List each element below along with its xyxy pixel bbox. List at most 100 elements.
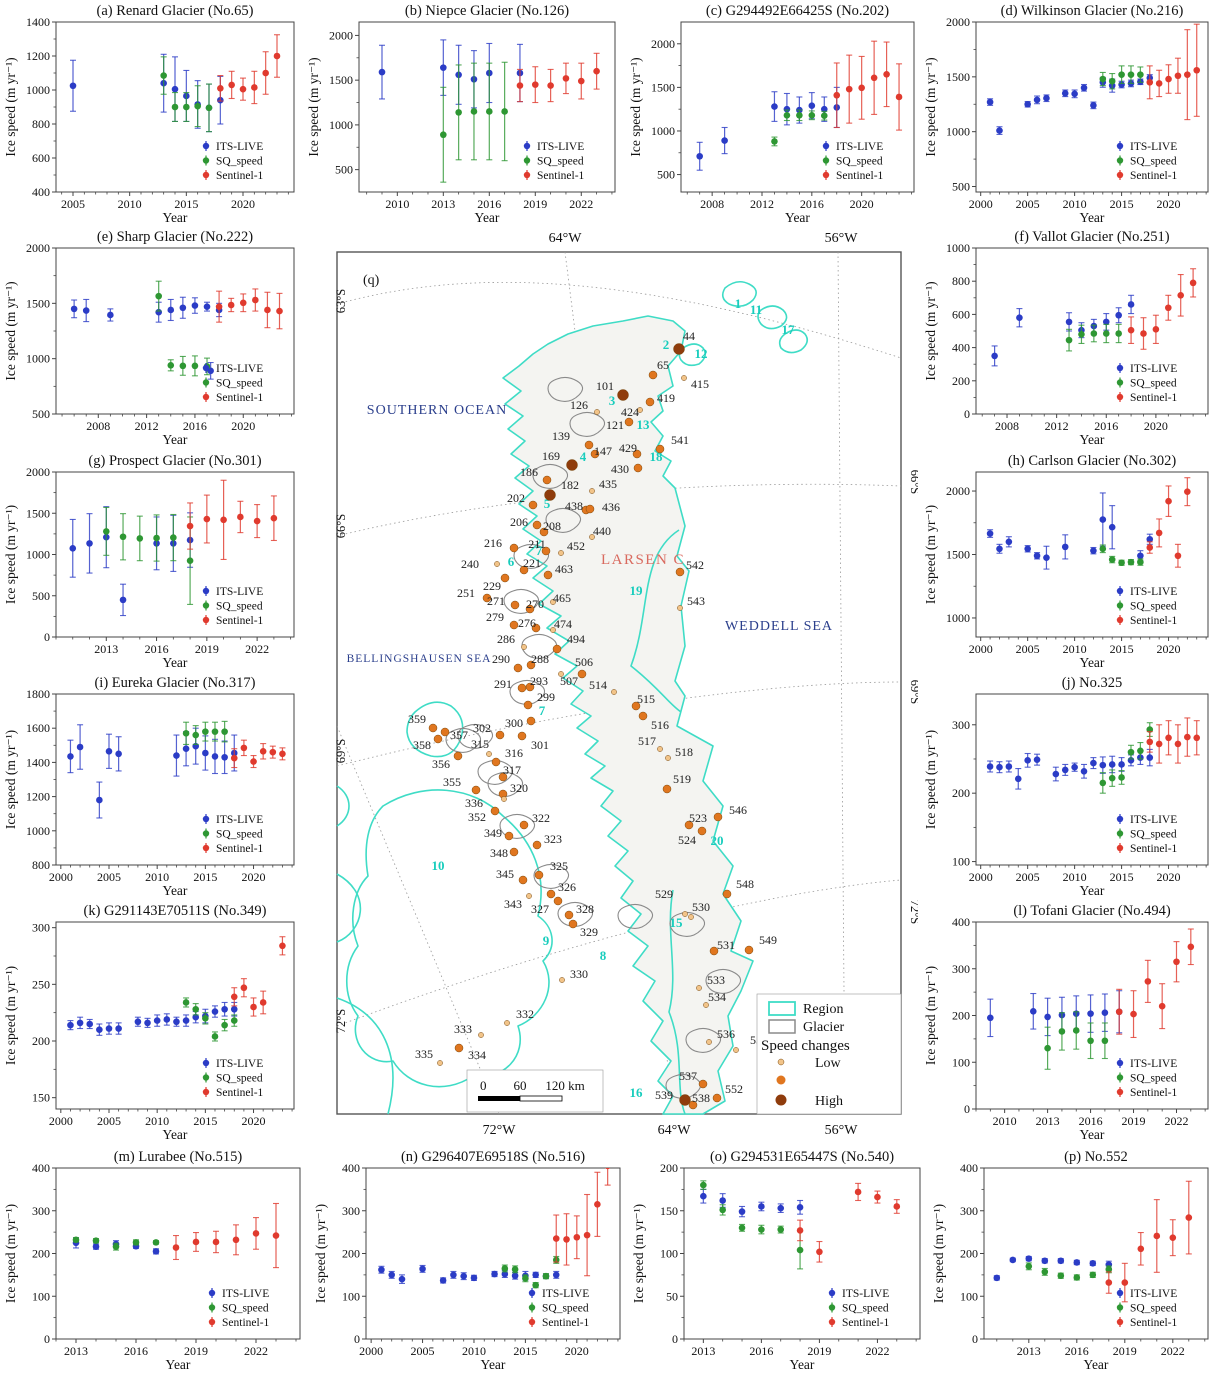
glacier-dot-539 bbox=[679, 1094, 691, 1106]
region-number: 15 bbox=[670, 915, 684, 930]
chart-m: (m) Lurabee (No.515) 0 100 200 300 400 2013 201… bbox=[3, 1149, 301, 1372]
map-right-axis-label: 72°S bbox=[908, 900, 918, 924]
glacier-dot-415 bbox=[681, 375, 687, 381]
glacier-dot-518 bbox=[665, 755, 671, 761]
data-layer bbox=[986, 717, 1201, 794]
data-point bbox=[262, 69, 269, 77]
data-point bbox=[870, 74, 878, 82]
data-point bbox=[460, 1272, 467, 1280]
data-point bbox=[192, 1005, 200, 1013]
y-tick-label: 300 bbox=[342, 1204, 360, 1218]
glacier-dot-label: 169 bbox=[542, 449, 560, 463]
data-point bbox=[153, 1017, 161, 1024]
data-point bbox=[1118, 71, 1125, 78]
data-point bbox=[1137, 552, 1144, 560]
data-point bbox=[171, 85, 179, 93]
data-point bbox=[230, 1017, 238, 1024]
glacier-dot-label: 543 bbox=[687, 594, 705, 608]
panel-e: (e) Sharp Glacier (No.222) 500 1000 1500 200… bbox=[2, 228, 302, 447]
plot-frame bbox=[975, 693, 1209, 866]
y-tick-label: 400 bbox=[32, 1161, 50, 1175]
data-point bbox=[986, 98, 994, 106]
data-point bbox=[221, 728, 228, 735]
data-point bbox=[996, 763, 1003, 771]
data-point bbox=[76, 743, 84, 751]
series-sq_speed bbox=[182, 720, 228, 745]
ice-shelf-label: LARSEN C bbox=[601, 552, 685, 568]
data-point bbox=[1144, 978, 1152, 985]
x-tick-label: 2016 bbox=[1079, 1114, 1103, 1128]
y-tick-label: 600 bbox=[952, 307, 970, 321]
data-point bbox=[1090, 102, 1097, 109]
glacier-dot-label: 65 bbox=[657, 358, 669, 372]
legend-marker bbox=[828, 1318, 836, 1326]
data-point bbox=[96, 1026, 103, 1033]
data-point bbox=[858, 84, 865, 92]
glacier-dot-label: 270 bbox=[526, 597, 544, 611]
data-point bbox=[1101, 1037, 1109, 1045]
data-point bbox=[1061, 89, 1069, 97]
data-point bbox=[205, 104, 213, 112]
x-axis-label: Year bbox=[1080, 210, 1105, 225]
legend-label: ITS-LIVE bbox=[836, 141, 883, 153]
data-layer bbox=[69, 34, 281, 133]
glacier-dot-label: 530 bbox=[692, 900, 710, 914]
data-point bbox=[1080, 767, 1088, 775]
y-tick-label: 500 bbox=[32, 407, 50, 421]
y-axis-label: Ice speed (m yr⁻¹) bbox=[923, 730, 938, 829]
data-point bbox=[107, 311, 114, 319]
series-sentinel1 bbox=[215, 288, 283, 330]
glacier-dot-label: 186 bbox=[520, 465, 538, 479]
data-point bbox=[211, 753, 219, 760]
x-tick-label: 2019 bbox=[1113, 1344, 1137, 1358]
glacier-dot-271 bbox=[510, 600, 520, 610]
y-tick-label: 100 bbox=[660, 1247, 678, 1261]
glacier-dot-101 bbox=[617, 389, 629, 401]
map-left-axis-label: 66°S bbox=[334, 514, 348, 538]
data-point bbox=[1105, 1266, 1113, 1273]
data-point bbox=[501, 1265, 509, 1272]
legend-region-label: Region bbox=[803, 1002, 843, 1017]
data-point bbox=[1130, 1010, 1137, 1018]
legend-label: SQ_speed bbox=[216, 601, 263, 613]
series-sq_speed bbox=[182, 997, 238, 1042]
plot-frame bbox=[975, 21, 1209, 193]
y-tick-label: 200 bbox=[952, 1009, 970, 1023]
y-tick-label: 1400 bbox=[26, 755, 50, 769]
data-point bbox=[1061, 543, 1069, 551]
glacier-dot-label: 240 bbox=[461, 557, 479, 571]
glacier-dot-label: 291 bbox=[494, 677, 512, 691]
glacier-dot-label: 534 bbox=[708, 990, 726, 1004]
series-its_live bbox=[67, 1001, 238, 1036]
data-point bbox=[738, 1224, 746, 1232]
x-tick-label: 2012 bbox=[1045, 419, 1069, 433]
y-tick-label: 500 bbox=[335, 163, 353, 177]
data-point bbox=[531, 81, 539, 88]
data-point bbox=[264, 306, 271, 314]
glacier-outline bbox=[547, 376, 584, 402]
glacier-dot-323 bbox=[532, 840, 542, 850]
data-point bbox=[211, 1033, 219, 1040]
glacier-dot-label: 302 bbox=[473, 721, 491, 735]
region-number: 4 bbox=[580, 449, 587, 464]
chart-c: (c) G294492E66425S (No.202) 500 1000 1500 20… bbox=[628, 3, 915, 225]
legend-label: SQ_speed bbox=[216, 156, 263, 168]
data-point bbox=[1173, 958, 1180, 966]
legend-label: SQ_speed bbox=[537, 156, 584, 168]
x-tick-label: 2022 bbox=[245, 642, 269, 656]
glacier-dot-label: 316 bbox=[505, 746, 523, 760]
legend-marker bbox=[202, 815, 210, 823]
glacier-dot-355 bbox=[471, 785, 481, 795]
data-point bbox=[1165, 734, 1172, 742]
data-point bbox=[1152, 326, 1160, 333]
legend-marker bbox=[208, 1304, 216, 1311]
chart-f: (f) Vallot Glacier (No.251) 0 200 400 600 800… bbox=[923, 229, 1209, 447]
data-point bbox=[542, 1272, 550, 1280]
data-layer bbox=[378, 1168, 611, 1289]
x-axis-label: Year bbox=[166, 1357, 191, 1372]
data-point bbox=[240, 744, 248, 752]
glacier-dot-536 bbox=[706, 1039, 712, 1045]
data-point bbox=[270, 514, 278, 522]
legend-label: SQ_speed bbox=[542, 1303, 589, 1315]
